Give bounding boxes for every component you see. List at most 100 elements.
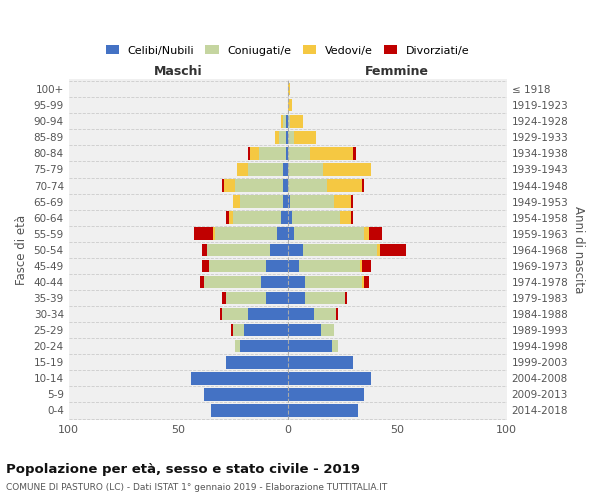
Bar	[205, 276, 262, 288]
Bar	[206, 244, 270, 256]
Bar	[364, 276, 369, 288]
Bar	[262, 276, 287, 288]
Bar	[191, 372, 287, 384]
Bar	[305, 276, 362, 288]
Bar	[287, 147, 310, 160]
Bar	[233, 324, 244, 336]
Bar	[287, 276, 305, 288]
Bar	[202, 244, 206, 256]
Bar	[287, 212, 292, 224]
Bar	[229, 212, 233, 224]
Bar	[351, 196, 353, 208]
Bar	[281, 115, 283, 128]
Bar	[286, 115, 287, 128]
Bar	[283, 196, 287, 208]
Y-axis label: Fasce di età: Fasce di età	[15, 215, 28, 285]
Bar	[320, 324, 334, 336]
Bar	[287, 99, 292, 112]
Bar	[226, 292, 266, 304]
Bar	[303, 244, 377, 256]
Bar	[222, 308, 248, 320]
Bar	[340, 212, 351, 224]
Bar	[233, 196, 239, 208]
Bar	[220, 308, 222, 320]
Bar	[283, 163, 287, 175]
Bar	[287, 115, 290, 128]
Bar	[259, 147, 286, 160]
Bar	[369, 228, 382, 240]
Bar	[323, 163, 371, 175]
Bar	[362, 180, 364, 192]
Bar	[331, 340, 338, 352]
Bar	[287, 163, 323, 175]
Bar	[290, 196, 334, 208]
Bar	[287, 356, 353, 368]
Bar	[362, 276, 364, 288]
Bar	[238, 163, 248, 175]
Bar	[287, 196, 290, 208]
Bar	[353, 147, 356, 160]
Bar	[248, 147, 250, 160]
Bar	[283, 180, 287, 192]
Bar	[377, 244, 380, 256]
Bar	[226, 212, 229, 224]
Bar	[270, 244, 287, 256]
Bar	[194, 228, 213, 240]
Y-axis label: Anni di nascita: Anni di nascita	[572, 206, 585, 294]
Bar	[287, 372, 371, 384]
Bar	[222, 292, 226, 304]
Bar	[239, 196, 283, 208]
Bar	[235, 180, 283, 192]
Bar	[290, 115, 303, 128]
Bar	[287, 244, 303, 256]
Bar	[292, 212, 340, 224]
Bar	[211, 404, 287, 417]
Bar	[344, 292, 347, 304]
Bar	[364, 228, 369, 240]
Bar	[287, 324, 320, 336]
Bar	[213, 228, 215, 240]
Bar	[327, 180, 362, 192]
Bar	[334, 196, 351, 208]
Bar	[231, 324, 233, 336]
Bar	[380, 244, 406, 256]
Bar	[250, 147, 259, 160]
Bar	[305, 292, 344, 304]
Bar	[277, 228, 287, 240]
Bar	[200, 276, 205, 288]
Legend: Celibi/Nubili, Coniugati/e, Vedovi/e, Divorziati/e: Celibi/Nubili, Coniugati/e, Vedovi/e, Di…	[101, 41, 475, 60]
Bar	[244, 324, 287, 336]
Bar	[310, 147, 353, 160]
Bar	[314, 308, 336, 320]
Bar	[287, 404, 358, 417]
Bar	[202, 260, 209, 272]
Bar	[299, 260, 360, 272]
Bar	[287, 260, 299, 272]
Bar	[209, 260, 266, 272]
Bar	[294, 228, 364, 240]
Bar	[226, 356, 287, 368]
Bar	[233, 212, 281, 224]
Bar	[287, 292, 305, 304]
Bar	[281, 212, 287, 224]
Text: Maschi: Maschi	[154, 65, 202, 78]
Bar	[266, 260, 287, 272]
Bar	[287, 131, 294, 143]
Bar	[266, 292, 287, 304]
Bar	[362, 260, 371, 272]
Text: COMUNE DI PASTURO (LC) - Dati ISTAT 1° gennaio 2019 - Elaborazione TUTTITALIA.IT: COMUNE DI PASTURO (LC) - Dati ISTAT 1° g…	[6, 482, 387, 492]
Bar	[287, 180, 327, 192]
Text: Popolazione per età, sesso e stato civile - 2019: Popolazione per età, sesso e stato civil…	[6, 462, 360, 475]
Bar	[248, 308, 287, 320]
Bar	[287, 388, 364, 400]
Bar	[287, 83, 290, 96]
Bar	[222, 180, 224, 192]
Bar	[336, 308, 338, 320]
Bar	[239, 340, 287, 352]
Bar	[279, 131, 286, 143]
Bar	[235, 340, 239, 352]
Bar	[287, 308, 314, 320]
Bar	[248, 163, 283, 175]
Bar	[286, 147, 287, 160]
Bar	[283, 115, 286, 128]
